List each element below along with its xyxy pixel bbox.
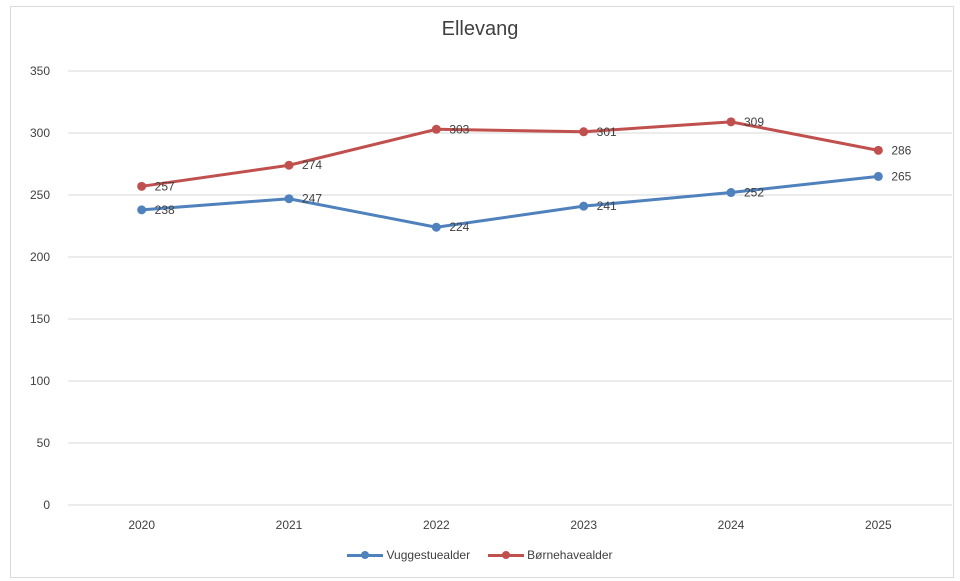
data-label-vuggestuealder-2021: 247 <box>302 192 322 206</box>
data-label-bornehavealder-2024: 309 <box>744 115 764 129</box>
data-point-bornehavealder-2023 <box>579 127 589 137</box>
data-label-vuggestuealder-2020: 238 <box>155 203 175 217</box>
data-point-bornehavealder-2025 <box>873 145 883 155</box>
data-point-bornehavealder-2020 <box>137 181 147 191</box>
x-tick-label-2020: 2020 <box>128 518 155 532</box>
data-point-vuggestuealder-2021 <box>284 194 294 204</box>
series-line-vuggestuealder <box>140 174 880 229</box>
y-tick-label-100: 100 <box>30 374 50 388</box>
y-tick-label-0: 0 <box>43 498 50 512</box>
data-point-vuggestuealder-2024 <box>726 188 736 198</box>
chart-title: Ellevang <box>441 18 519 40</box>
legend-label-vuggestuealder: Vuggestuealder <box>386 548 471 562</box>
y-tick-label-350: 350 <box>30 64 50 78</box>
x-tick-label-2023: 2023 <box>570 518 597 532</box>
data-label-bornehavealder-2025: 286 <box>891 143 911 157</box>
data-label-vuggestuealder-2025: 265 <box>891 169 911 183</box>
y-tick-label-300: 300 <box>30 126 50 140</box>
x-tick-label-2025: 2025 <box>865 518 892 532</box>
data-label-vuggestuealder-2023: 241 <box>597 199 617 213</box>
data-label-bornehavealder-2022: 303 <box>449 122 469 136</box>
x-tick-label-2021: 2021 <box>276 518 303 532</box>
data-point-vuggestuealder-2023 <box>579 201 589 211</box>
y-tick-label-50: 50 <box>37 436 51 450</box>
data-label-vuggestuealder-2024: 252 <box>744 186 764 200</box>
data-point-bornehavealder-2024 <box>726 117 736 127</box>
data-label-bornehavealder-2021: 274 <box>302 158 322 172</box>
data-label-vuggestuealder-2022: 224 <box>449 220 469 234</box>
legend-item-bornehavealder: Børnehavealder <box>488 548 613 562</box>
y-tick-label-200: 200 <box>30 250 50 264</box>
series-line-bornehavealder <box>140 120 880 188</box>
data-point-bornehavealder-2021 <box>284 160 294 170</box>
x-tick-label-2024: 2024 <box>718 518 745 532</box>
legend-item-vuggestuealder: Vuggestuealder <box>347 548 470 562</box>
data-label-bornehavealder-2020: 257 <box>155 179 175 193</box>
legend: Vuggestuealder Børnehavealder <box>0 548 960 562</box>
legend-label-bornehavealder: Børnehavealder <box>527 548 613 562</box>
chart-frame <box>10 6 954 578</box>
legend-swatch-vuggestuealder <box>347 549 384 561</box>
y-tick-label-250: 250 <box>30 188 50 202</box>
y-tick-label-150: 150 <box>30 312 50 326</box>
data-point-vuggestuealder-2022 <box>431 222 441 232</box>
data-point-bornehavealder-2022 <box>431 124 441 134</box>
x-tick-label-2022: 2022 <box>423 518 450 532</box>
data-point-vuggestuealder-2025 <box>873 171 883 181</box>
legend-swatch-bornehavealder <box>488 549 525 561</box>
data-label-bornehavealder-2023: 301 <box>597 125 617 139</box>
data-point-vuggestuealder-2020 <box>137 205 147 215</box>
